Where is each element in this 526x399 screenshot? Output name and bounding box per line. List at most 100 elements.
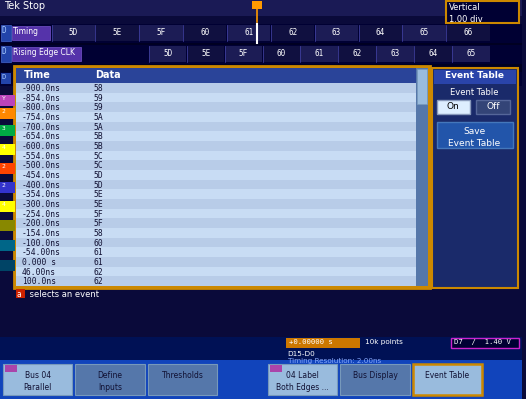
Bar — [437, 100, 470, 114]
Text: +0.00000 s: +0.00000 s — [289, 339, 332, 345]
Text: 5F: 5F — [239, 49, 248, 58]
Text: Event Table: Event Table — [450, 88, 499, 97]
Bar — [225, 46, 262, 62]
Bar — [0, 240, 15, 251]
Text: Timing Resolution: 2.00ns: Timing Resolution: 2.00ns — [288, 358, 381, 364]
Text: -900.0ns: -900.0ns — [22, 84, 61, 93]
Text: 64: 64 — [429, 49, 438, 58]
Bar — [376, 46, 414, 62]
Bar — [139, 25, 183, 41]
Bar — [359, 25, 402, 41]
Text: -154.0ns: -154.0ns — [22, 229, 61, 238]
Bar — [433, 70, 516, 84]
Text: -500.0ns: -500.0ns — [22, 161, 61, 170]
Text: Thresholds: Thresholds — [161, 371, 204, 380]
Text: 5E: 5E — [93, 190, 103, 200]
Text: 4: 4 — [2, 145, 6, 150]
Text: 61: 61 — [93, 258, 103, 267]
Text: 59: 59 — [93, 103, 103, 113]
Text: 2: 2 — [2, 183, 6, 188]
Text: -700.0ns: -700.0ns — [22, 122, 61, 132]
Bar — [16, 238, 416, 247]
Text: 65: 65 — [467, 49, 476, 58]
Text: 0.000 s: 0.000 s — [22, 258, 56, 267]
Bar — [300, 46, 338, 62]
Bar — [417, 69, 427, 104]
Text: 5F: 5F — [93, 209, 103, 219]
Text: Event Table: Event Table — [426, 371, 470, 380]
Bar — [5, 365, 17, 372]
Text: 66: 66 — [471, 75, 480, 84]
Bar — [16, 277, 416, 286]
Bar — [446, 25, 490, 41]
Text: 2: 2 — [2, 109, 6, 114]
Text: 62: 62 — [353, 49, 362, 58]
Text: 5C: 5C — [93, 152, 103, 161]
Text: -554.0ns: -554.0ns — [22, 152, 61, 161]
Bar — [452, 46, 490, 62]
Bar — [414, 46, 452, 62]
Text: 62: 62 — [93, 277, 103, 286]
Text: 59: 59 — [93, 94, 103, 103]
Text: -254.0ns: -254.0ns — [22, 209, 61, 219]
Bar — [16, 209, 416, 218]
Text: 61: 61 — [315, 49, 324, 58]
Bar — [402, 25, 446, 41]
Bar — [0, 350, 522, 361]
Bar — [0, 337, 522, 350]
Text: 5F: 5F — [157, 28, 166, 37]
Text: On: On — [447, 102, 460, 111]
Text: 61: 61 — [244, 28, 254, 37]
Bar — [0, 108, 15, 119]
Text: Y: Y — [2, 96, 6, 101]
Text: -654.0ns: -654.0ns — [22, 132, 61, 141]
Bar — [149, 46, 186, 62]
Text: 5F: 5F — [93, 219, 103, 228]
Text: 5C: 5C — [93, 161, 103, 170]
Bar — [0, 45, 522, 64]
Bar — [252, 1, 262, 9]
Text: D: D — [2, 74, 6, 80]
Bar — [1, 46, 11, 62]
Text: -454.0ns: -454.0ns — [22, 171, 61, 180]
Bar — [16, 102, 416, 112]
Text: Timing: Timing — [13, 27, 39, 36]
Bar — [451, 338, 519, 348]
Text: 63: 63 — [332, 28, 341, 37]
Bar — [16, 83, 416, 93]
Bar — [0, 24, 522, 43]
Bar — [16, 68, 428, 286]
Bar — [183, 25, 227, 41]
Text: Time: Time — [24, 70, 50, 80]
Text: 58: 58 — [93, 229, 103, 238]
Text: 5E: 5E — [113, 28, 122, 37]
Text: -300.0ns: -300.0ns — [22, 200, 61, 209]
Text: -600.0ns: -600.0ns — [22, 142, 61, 151]
Text: 5D: 5D — [93, 171, 103, 180]
Bar — [16, 160, 416, 170]
Bar — [0, 125, 15, 136]
Text: 63: 63 — [391, 49, 400, 58]
Bar — [16, 228, 416, 238]
Bar — [16, 199, 416, 209]
Bar — [14, 66, 430, 288]
Text: 62: 62 — [93, 268, 103, 277]
Text: 3: 3 — [2, 126, 6, 131]
Bar — [16, 93, 416, 102]
Text: -400.0ns: -400.0ns — [22, 181, 61, 190]
Bar — [75, 364, 145, 395]
Text: selects an event: selects an event — [27, 290, 99, 299]
Bar — [416, 68, 428, 286]
Bar — [12, 47, 82, 61]
Text: 65: 65 — [441, 75, 450, 84]
Text: 04 Label
Both Edges ...: 04 Label Both Edges ... — [276, 371, 329, 392]
Bar — [447, 1, 519, 23]
Bar — [148, 364, 217, 395]
Text: 46.00ns: 46.00ns — [22, 268, 56, 277]
Bar — [0, 72, 522, 86]
Text: 5E: 5E — [93, 200, 103, 209]
Text: Save
Event Table: Save Event Table — [448, 127, 500, 148]
Bar — [16, 218, 416, 228]
Text: 60: 60 — [200, 28, 210, 37]
Bar — [187, 46, 224, 62]
